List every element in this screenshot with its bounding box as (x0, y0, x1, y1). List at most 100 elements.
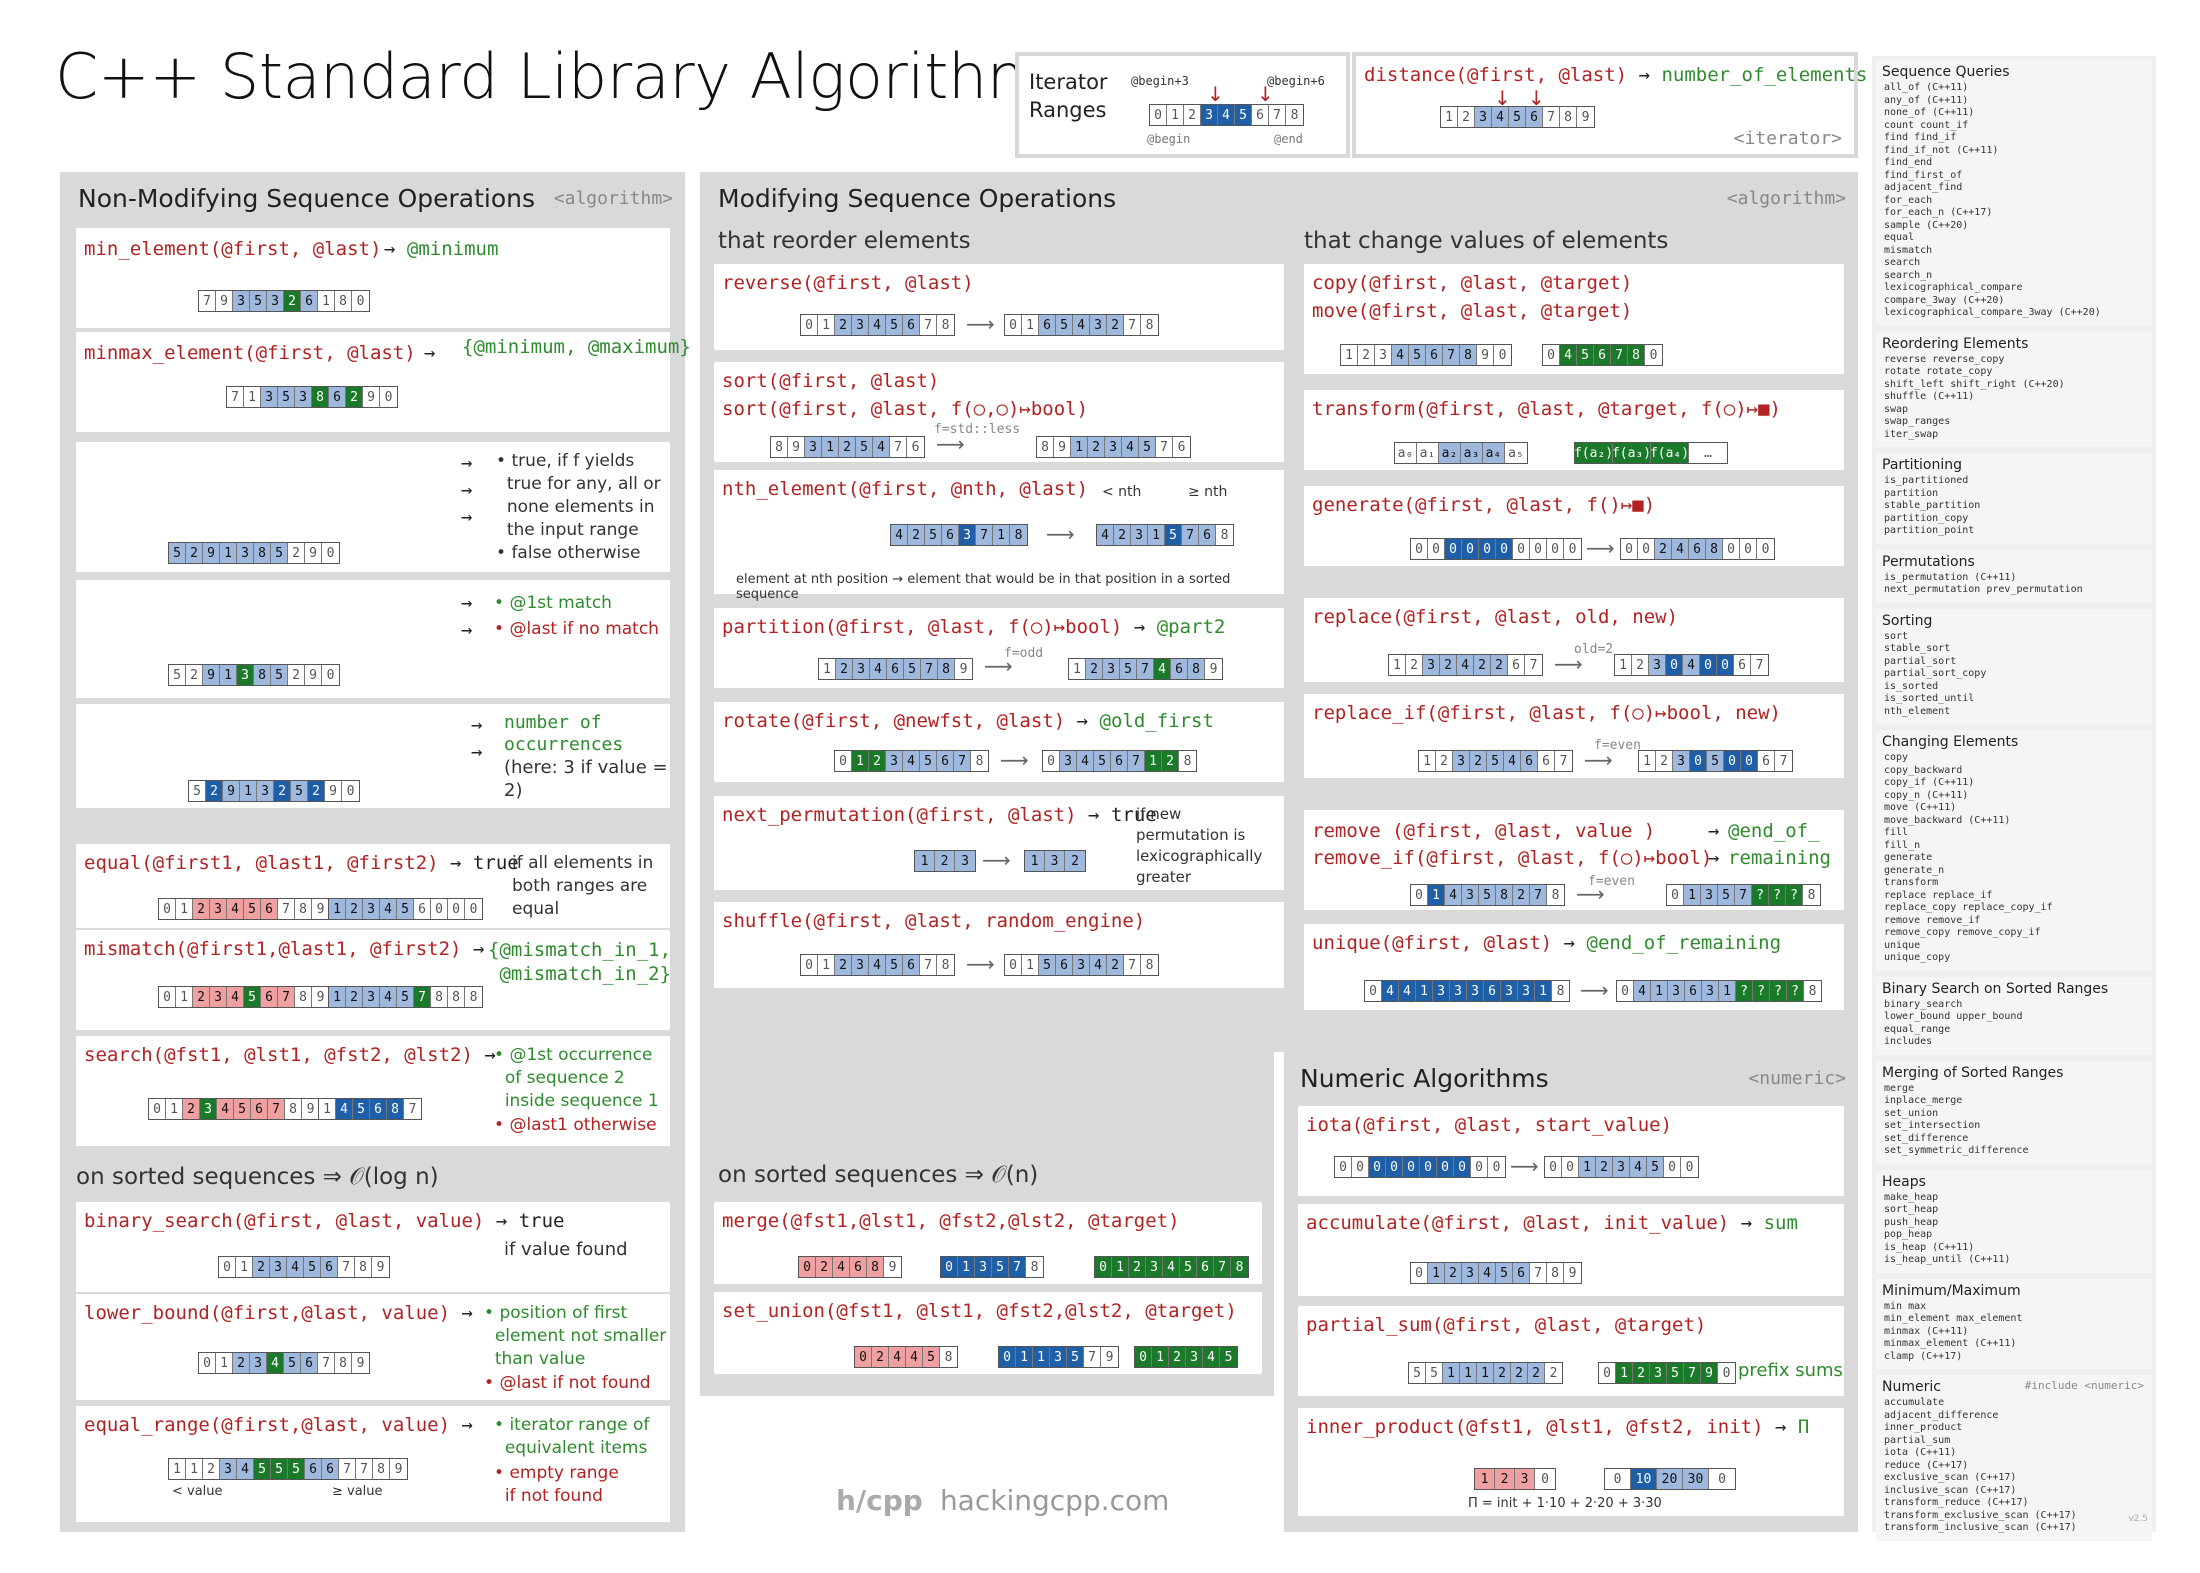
array-cell: 5 (1496, 1263, 1513, 1283)
array-cell: 7 (1124, 315, 1141, 335)
array-cell: 3 (1423, 655, 1440, 675)
next-permutation-signature: next_permutation(@first, @last) (722, 804, 1077, 826)
array-cell: 8 (1706, 539, 1723, 559)
array-cell: 0 (1386, 1157, 1403, 1177)
array-cell: 0 (1462, 539, 1479, 559)
array-cell: 2 (1474, 655, 1491, 675)
numeric-heading: Numeric Algorithms (1300, 1064, 1549, 1093)
array-cell: 3 (1050, 1347, 1067, 1367)
card-equal-range: equal_range(@first,@last, value) → • ite… (76, 1406, 670, 1522)
array-cell: 4 (1203, 1347, 1220, 1367)
sidebar-algorithm-item: compare_3way (C++20) (1884, 294, 2005, 306)
unique-output-cells: 0 4 1 3 6 3 1???? 8 (1616, 980, 1822, 1002)
array-cell: 8 (254, 665, 271, 685)
array-cell: f(a₄) (1650, 443, 1689, 463)
sidebar-algorithm-item: rotate rotate_copy (1884, 366, 1993, 377)
sidebar-group-heading: Permutations (1882, 553, 1975, 570)
lower-bound-result: than value (494, 1349, 586, 1369)
array-cell: 0 (431, 899, 448, 919)
array-cell: 5 (1426, 1363, 1443, 1383)
array-cell: 4 (1218, 105, 1235, 125)
array-cell: 1 (1148, 525, 1165, 545)
array-cell: 2 (1545, 1363, 1562, 1383)
array-cell: 7 (1137, 659, 1154, 679)
partial-sum-result: prefix sums (1738, 1360, 1843, 1381)
array-cell: 7 (1530, 885, 1547, 905)
array-cell: 7 (920, 955, 937, 975)
array-cell: 5 (856, 437, 873, 457)
sidebar-algorithm-item: set_intersection (1884, 1120, 1981, 1131)
array-cell: 1 (1428, 1263, 1445, 1283)
array-cell: 9 (312, 987, 329, 1007)
array-cell: 7 (1128, 751, 1145, 771)
sidebar-group: Changing Elements copy copy_backward copy_i… (1876, 730, 2152, 971)
array-cell: 3 (1462, 1263, 1479, 1283)
less-nth-label: < nth (1102, 484, 1142, 500)
sorted-modifying-panel: on sorted sequences ⇒ 𝒪(n) merge(@fst1,@… (700, 1052, 1274, 1396)
sidebar-algorithm-item: unique_copy (1884, 952, 1951, 963)
version-label: v2.5 (2128, 1514, 2148, 1524)
sidebar-algorithm-item: transform_exclusive_scan (C++17) (1884, 1509, 2077, 1521)
array-cell: 5 (291, 781, 308, 801)
array-cell: 3 (237, 665, 254, 685)
array-cell: 7 (404, 1099, 421, 1119)
array-cell: 6 (850, 1257, 867, 1277)
array-cell: 2 (1114, 525, 1131, 545)
remove-output-cells: 0 1 3 5 7??? 8 (1666, 884, 1821, 906)
array-cell: 0 (1095, 1257, 1112, 1277)
array-cell: 1 (1025, 851, 1045, 871)
array-cell: 2 (288, 665, 305, 685)
arrow-right-icon: ⟶ (1584, 748, 1613, 772)
array-cell: 4 (903, 751, 920, 771)
array-cell: a₀ (1395, 443, 1417, 463)
remove-predicate-label: f=even (1588, 874, 1635, 889)
array-cell: 2 (186, 665, 203, 685)
sidebar-group-heading: Reordering Elements (1882, 335, 2029, 352)
array-cell: 7 (339, 1459, 356, 1479)
sidebar-algorithm-item: merge (1884, 1082, 1915, 1094)
array-cell: 0 (1535, 1469, 1555, 1489)
iota-signature: iota(@first, @last, start_value) (1306, 1114, 1673, 1136)
equal-range-result: equivalent items (504, 1438, 648, 1458)
array-cell: 6 (251, 1099, 268, 1119)
array-cell: 1 (819, 659, 836, 679)
array-cell: 1 (1615, 655, 1632, 675)
array-cell: 5 (1487, 751, 1504, 771)
sidebar-algorithm-item: all_of (C++11) (1884, 82, 1969, 93)
array-cell: 1 (1579, 1157, 1596, 1177)
arrow-right-icon: ⟶ (1586, 536, 1615, 560)
array-cell: 7 (1269, 105, 1286, 125)
array-cell: 6 (903, 955, 920, 975)
array-cell: 5 (1409, 1363, 1426, 1383)
array-cell: 6 (1594, 345, 1611, 365)
array-cell: 1 (1616, 1363, 1633, 1383)
sidebar-algorithm-item: for_each (1884, 194, 1933, 206)
arrow-right-icon: ⟶ (1510, 1154, 1539, 1178)
array-cell: 2 (1406, 655, 1423, 675)
array-cell: 7 (954, 751, 971, 771)
sidebar-group-heading: Partitioning (1882, 457, 1962, 473)
array-cell: f(a₃) (1612, 443, 1651, 463)
array-cell: 1 (1651, 981, 1668, 1001)
equal-range-result: if not found (504, 1486, 603, 1506)
array-cell: 1 (1684, 885, 1701, 905)
array-cell: 3 (210, 899, 227, 919)
any-of-note: false otherwise (511, 543, 641, 563)
array-cell: 0 (1369, 1157, 1386, 1177)
array-cell: 8 (355, 1257, 372, 1277)
sidebar-algorithm-item: replace replace_if (1884, 889, 1993, 901)
array-cell: 5 (1577, 345, 1594, 365)
array-cell: 0 (1428, 539, 1445, 559)
sidebar-group-heading: Binary Search on Sorted Ranges (1882, 980, 2109, 997)
array-cell: 2 (1107, 955, 1124, 975)
array-cell: 4 (287, 1257, 304, 1277)
array-cell: 5 (1707, 751, 1724, 771)
sidebar-algorithm-item: fill (1884, 827, 1909, 838)
